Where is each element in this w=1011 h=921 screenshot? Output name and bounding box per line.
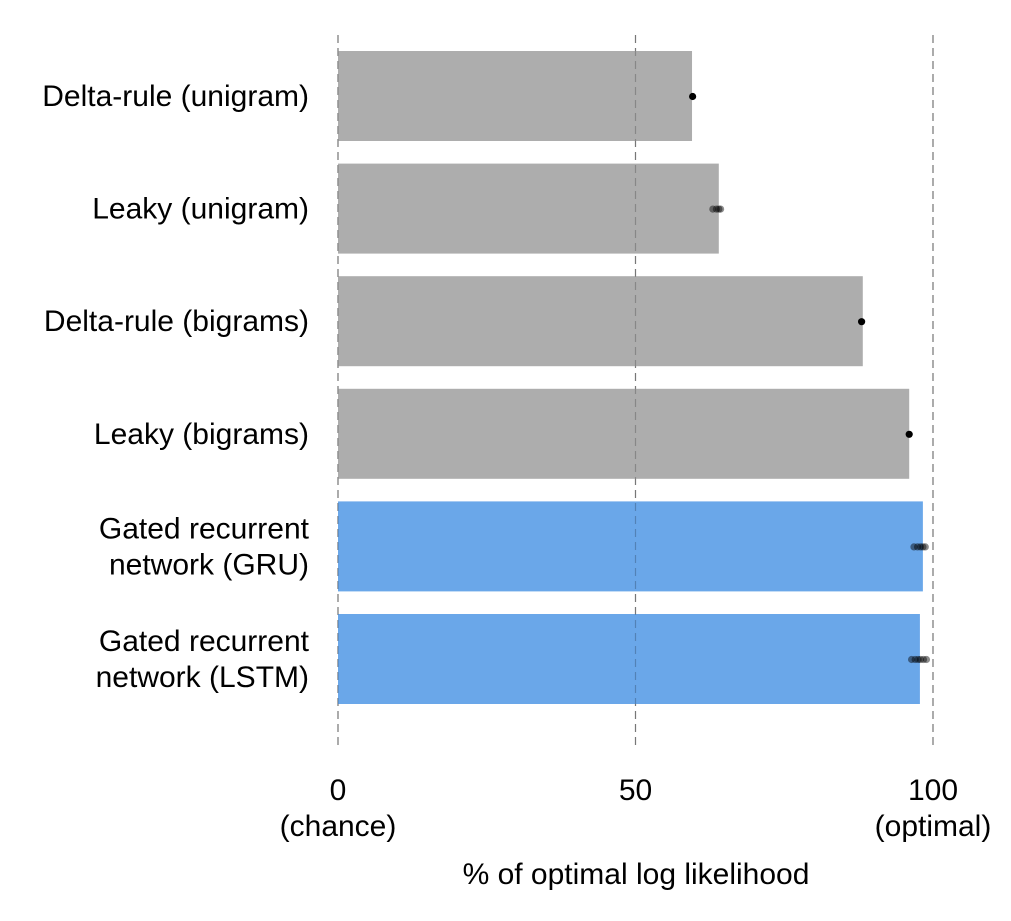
category-label: Gated recurrent	[99, 625, 310, 658]
data-point	[689, 92, 697, 101]
data-point	[916, 543, 925, 551]
x-tick-label: 100	[908, 774, 958, 807]
bar	[338, 276, 863, 367]
x-tick-sublabel: (optimal)	[875, 810, 992, 843]
x-axis-title: % of optimal log likelihood	[463, 858, 810, 891]
category-label: network (LSTM)	[96, 661, 309, 694]
bar	[338, 163, 719, 254]
bar	[338, 388, 910, 479]
data-point	[712, 205, 721, 213]
data-point	[921, 543, 929, 551]
data-points	[689, 92, 931, 664]
category-label: Leaky (unigram)	[92, 193, 309, 226]
data-point	[913, 543, 922, 551]
grid-overlay	[337, 35, 934, 748]
data-point	[709, 205, 717, 213]
data-point	[907, 655, 916, 664]
bars	[338, 51, 923, 704]
data-point	[858, 318, 866, 326]
data-point	[916, 655, 925, 664]
category-labels: Delta-rule (unigram) Leaky (unigram) Delta…	[42, 80, 309, 694]
data-point	[716, 205, 725, 213]
bar	[338, 51, 693, 141]
data-point	[715, 205, 723, 213]
x-tick-sublabel: (chance)	[280, 810, 397, 843]
data-point	[922, 655, 931, 664]
category-label: Delta-rule (unigram)	[42, 80, 309, 113]
data-point	[914, 655, 922, 664]
bar	[338, 614, 920, 704]
category-label: Leaky (bigrams)	[94, 418, 309, 451]
x-tick-labels: 0(chance) 50 100(optimal)	[280, 774, 992, 843]
data-point	[919, 655, 928, 664]
data-point	[919, 543, 927, 551]
category-label: Gated recurrent	[99, 512, 310, 545]
data-point	[911, 655, 919, 664]
x-tick-label: 0	[330, 774, 347, 807]
bar	[338, 501, 923, 592]
category-label: Delta-rule (bigrams)	[44, 305, 309, 338]
data-point	[905, 430, 913, 438]
x-tick-label: 50	[619, 774, 652, 807]
data-point	[910, 543, 918, 551]
category-label: network (GRU)	[109, 548, 309, 581]
